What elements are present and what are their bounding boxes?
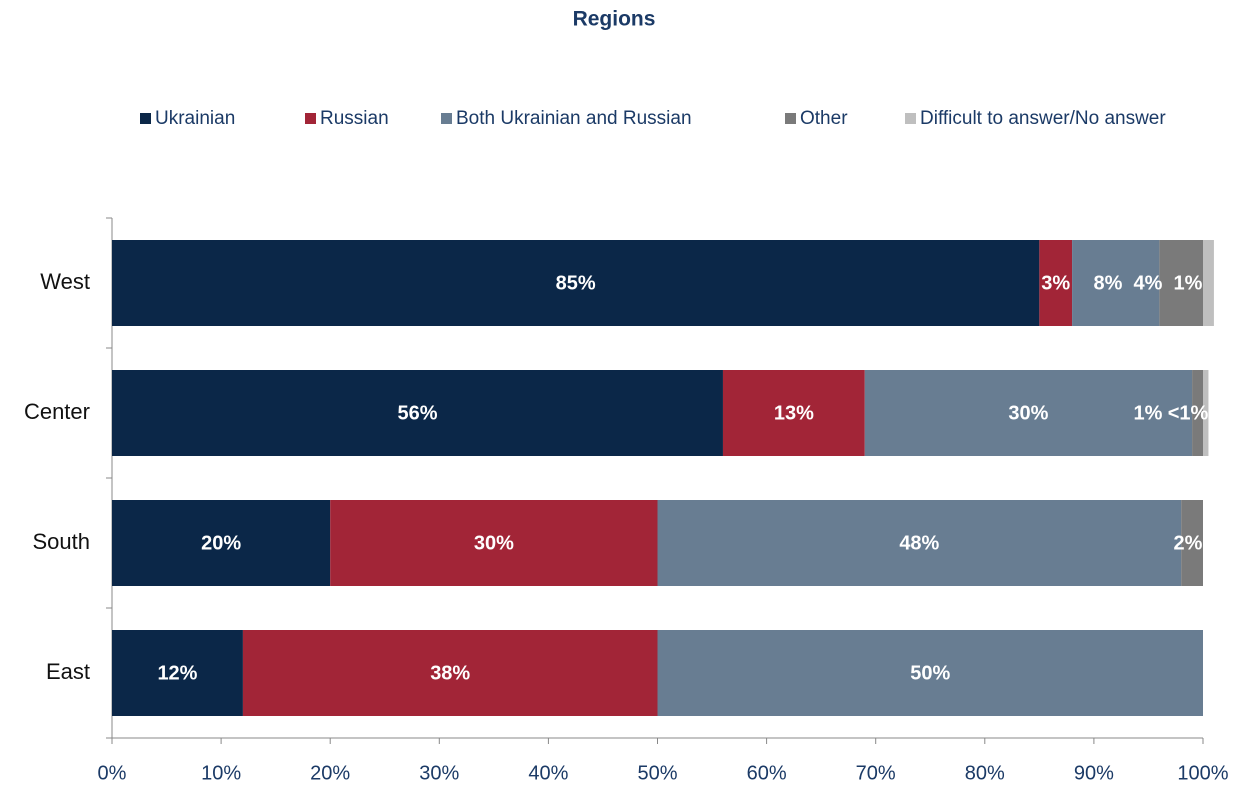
- bar-segment: [1203, 240, 1214, 326]
- x-tick-label: 0%: [98, 762, 127, 784]
- bar-segment: [722, 370, 865, 456]
- data-label: 30%: [474, 532, 514, 554]
- legend-label: Ukrainian: [155, 108, 235, 129]
- category-label: South: [33, 529, 91, 554]
- legend-swatch: [785, 113, 796, 124]
- bar-segment: [242, 630, 658, 716]
- x-tick-label: 70%: [856, 762, 896, 784]
- chart-title: Regions: [573, 8, 656, 31]
- x-tick-label: 90%: [1074, 762, 1114, 784]
- bar-segment: [112, 630, 243, 716]
- category-label: Center: [24, 399, 90, 424]
- bar-segment: [1181, 500, 1203, 586]
- data-label: 13%: [774, 402, 814, 424]
- x-tick-label: 10%: [201, 762, 241, 784]
- legend-label: Other: [800, 108, 848, 129]
- legend-swatch: [905, 113, 916, 124]
- legend-label: Russian: [320, 108, 389, 129]
- bar-segment: [1039, 240, 1073, 326]
- bar-segment: [657, 500, 1182, 586]
- legend-label: Both Ukrainian and Russian: [456, 108, 692, 129]
- bar-segment: [112, 240, 1040, 326]
- bar-segment: [1192, 370, 1203, 456]
- data-label: 50%: [910, 662, 950, 684]
- bar-segment: [657, 630, 1203, 716]
- category-label: West: [40, 269, 90, 294]
- x-tick-label: 30%: [419, 762, 459, 784]
- data-label: 2%: [1174, 532, 1203, 554]
- data-label: 38%: [430, 662, 470, 684]
- bar-segment: [1159, 240, 1203, 326]
- x-tick-label: 80%: [965, 762, 1005, 784]
- data-label: 30%: [1008, 402, 1048, 424]
- legend-swatch: [140, 113, 151, 124]
- legend-swatch: [305, 113, 316, 124]
- legend-swatch: [441, 113, 452, 124]
- x-tick-label: 50%: [637, 762, 677, 784]
- x-tick-label: 20%: [310, 762, 350, 784]
- data-label: 4%: [1134, 272, 1163, 294]
- data-label: 56%: [397, 402, 437, 424]
- data-label: 20%: [201, 532, 241, 554]
- data-label: 85%: [556, 272, 596, 294]
- data-label: 8%: [1094, 272, 1123, 294]
- bar-segment: [1072, 240, 1160, 326]
- legend-label: Difficult to answer/No answer: [920, 108, 1166, 129]
- x-tick-label: 100%: [1177, 762, 1228, 784]
- x-tick-label: 60%: [747, 762, 787, 784]
- data-label: 1%: [1174, 272, 1203, 294]
- x-tick-label: 40%: [528, 762, 568, 784]
- data-label: 12%: [157, 662, 197, 684]
- bar-segment: [112, 500, 331, 586]
- bar-segment: [864, 370, 1193, 456]
- data-label: 3%: [1041, 272, 1070, 294]
- data-label: 48%: [899, 532, 939, 554]
- data-label: 1%: [1134, 402, 1163, 424]
- category-label: East: [46, 659, 90, 684]
- data-label: <1%: [1168, 402, 1209, 424]
- bar-segment: [1203, 370, 1209, 456]
- bar-segment: [330, 500, 658, 586]
- bar-segment: [112, 370, 723, 456]
